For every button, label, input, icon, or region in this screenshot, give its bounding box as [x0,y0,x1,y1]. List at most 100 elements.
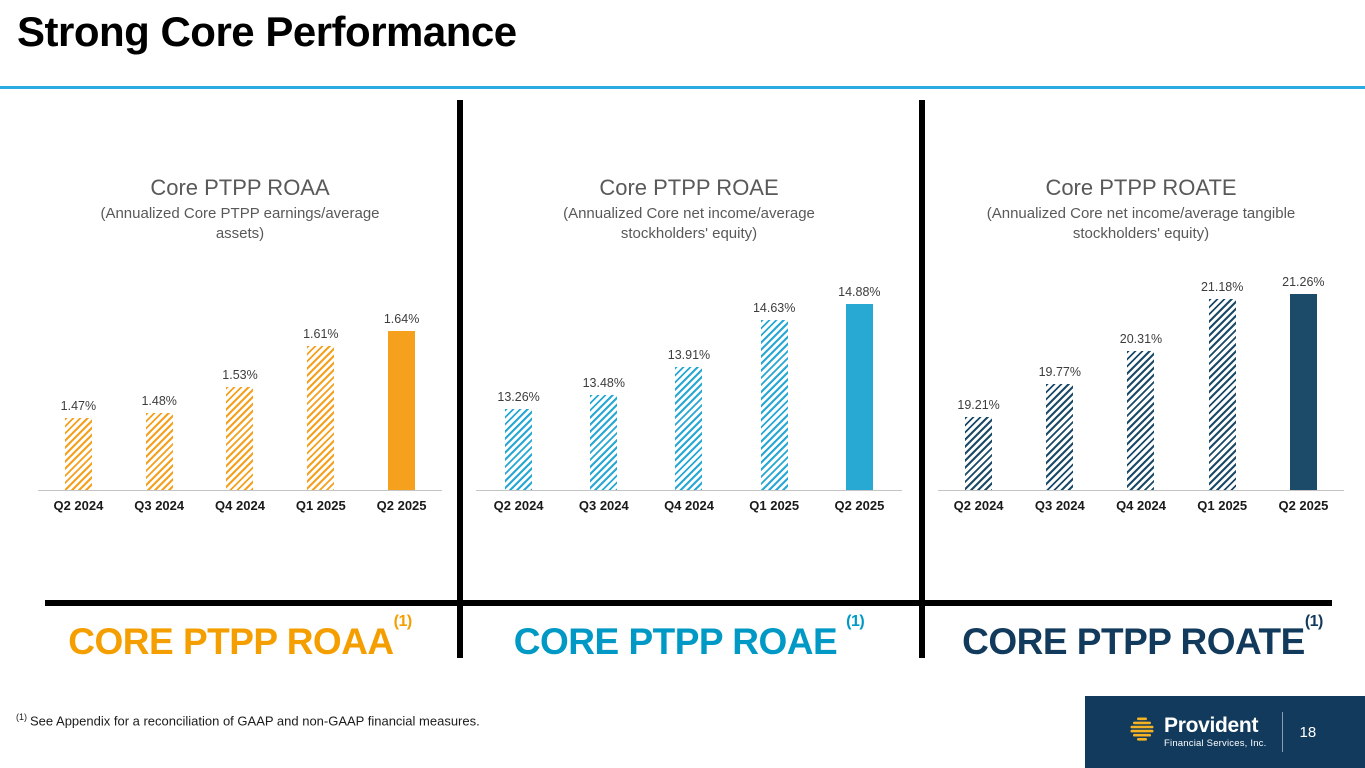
x-axis-label: Q2 2025 [1278,498,1329,513]
footnote-marker: (1) [846,612,865,630]
bar [675,367,703,490]
logo-text: Provident Financial Services, Inc. [1164,715,1266,749]
bar-value-label: 1.47% [60,399,97,413]
chart-subtitle: (Annualized Core net income/average stoc… [563,205,815,242]
bar-group: 21.18% [1201,280,1243,490]
chart-x-axis: Q2 2024 Q3 2024 Q4 2024 Q1 2025 Q2 2025 [38,498,442,513]
bar-group: 13.91% [668,348,710,490]
big-label-text: CORE PTPP ROATE [962,621,1305,662]
bar [965,417,993,490]
x-axis-label: Q1 2025 [295,498,346,513]
bar [1208,299,1236,490]
bar-value-label: 13.91% [667,348,711,362]
chart-core-ptpp-roae: Core PTPP ROAE (Annualized Core net inco… [468,165,910,513]
bar-group: 21.26% [1282,275,1325,490]
x-axis-label: Q4 2024 [664,498,714,513]
bar-value-label: 1.48% [141,394,177,408]
bar-value-label: 21.18% [1200,280,1244,294]
bar-value-label: 19.21% [957,398,1000,412]
core-ptpp-roaa-label: CORE PTPP ROAA(1) [30,612,450,668]
chart-header: Core PTPP ROAA (Annualized Core PTPP ear… [30,165,450,243]
bar [1289,294,1317,490]
bar-group: 19.77% [1039,365,1081,490]
core-ptpp-roate-label: CORE PTPP ROATE(1) [930,612,1355,668]
footnote-marker: (1) [1304,612,1324,630]
chart-plot-area: 1.47% 1.48% 1.53% 1.61% 1.64% [38,260,442,491]
bar-value-label: 14.88% [838,285,881,299]
bar [760,320,788,490]
chart-plot-area: 19.21% 19.77% 20.31% 21.18% 21.26% [938,260,1344,491]
x-axis-label: Q1 2025 [1197,498,1248,513]
x-axis-label: Q4 2024 [1116,498,1166,513]
core-ptpp-roae-label: CORE PTPP ROAE (1) [468,612,910,668]
bar [307,346,335,490]
bar [64,418,92,490]
chart-header: Core PTPP ROATE (Annualized Core net inc… [930,165,1352,243]
bar-value-label: 1.53% [222,368,258,382]
slide-title: Strong Core Performance [17,8,517,55]
x-axis-label: Q3 2024 [134,498,185,513]
provident-logo: Provident Financial Services, Inc. [1127,715,1266,750]
x-axis-label: Q2 2024 [953,498,1004,513]
bar-value-label: 21.26% [1282,275,1325,289]
chart-core-ptpp-roate: Core PTPP ROATE (Annualized Core net inc… [930,165,1352,513]
footer-separator [1282,712,1284,752]
x-axis-label: Q3 2024 [1034,498,1085,513]
bar [1127,351,1155,490]
footer-brand-bar: Provident Financial Services, Inc. 18 [1085,696,1365,768]
bar-group: 13.48% [583,376,625,490]
bar [505,409,533,490]
bar-value-label: 19.77% [1038,365,1081,379]
bar [388,331,416,490]
chart-plot-area: 13.26% 13.48% 13.91% 14.63% 14.88% [476,260,902,491]
bar-value-label: 1.64% [383,312,420,326]
logo-subtitle: Financial Services, Inc. [1164,738,1267,749]
footnote-text: See Appendix for a reconciliation of GAA… [30,713,480,729]
bar-value-label: 13.48% [582,376,625,390]
provident-stacked-bars-icon [1127,715,1157,750]
bar-group: 1.53% [222,368,258,490]
chart-subtitle: (Annualized Core PTPP earnings/average a… [100,205,380,242]
vertical-divider [457,100,463,658]
bar-value-label: 13.26% [497,390,540,404]
bar [226,387,254,490]
chart-x-axis: Q2 2024 Q3 2024 Q4 2024 Q1 2025 Q2 2025 [476,498,902,513]
bar [1046,384,1074,490]
chart-title: Core PTPP ROAA [150,175,330,200]
horizontal-divider [45,600,1332,606]
big-label-text: CORE PTPP ROAE [513,621,838,662]
bar-value-label: 1.61% [303,327,339,341]
bar [845,304,873,490]
bar-group: 20.31% [1120,332,1162,490]
x-axis-label: Q2 2025 [834,498,885,513]
chart-core-ptpp-roaa: Core PTPP ROAA (Annualized Core PTPP ear… [30,165,450,513]
bar-value-label: 20.31% [1119,332,1163,346]
bar [145,413,173,490]
chart-title: Core PTPP ROAE [599,175,779,200]
bar-group: 19.21% [957,398,1000,490]
chart-title: Core PTPP ROATE [1045,175,1237,200]
footnote-marker: (1) [393,612,413,630]
x-axis-label: Q2 2024 [493,498,544,513]
bar-value-label: 14.63% [752,301,796,315]
bar-group: 1.48% [141,394,177,490]
bar-group: 1.64% [384,312,419,490]
chart-header: Core PTPP ROAE (Annualized Core net inco… [468,165,910,243]
bar-group: 14.88% [838,285,881,490]
page-number: 18 [1299,723,1317,741]
x-axis-label: Q3 2024 [578,498,629,513]
bar-group: 1.47% [61,399,96,490]
bar [590,395,618,490]
chart-x-axis: Q2 2024 Q3 2024 Q4 2024 Q1 2025 Q2 2025 [938,498,1344,513]
bar-group: 14.63% [753,301,795,490]
x-axis-label: Q2 2025 [376,498,427,513]
bar-group: 13.26% [497,390,540,490]
footnote-marker: (1) [16,712,27,722]
bar-group: 1.61% [303,327,339,490]
chart-subtitle: (Annualized Core net income/average tang… [986,205,1296,242]
x-axis-label: Q4 2024 [215,498,265,513]
title-accent-rule [0,86,1365,89]
x-axis-label: Q1 2025 [749,498,800,513]
logo-title: Provident [1164,714,1259,737]
